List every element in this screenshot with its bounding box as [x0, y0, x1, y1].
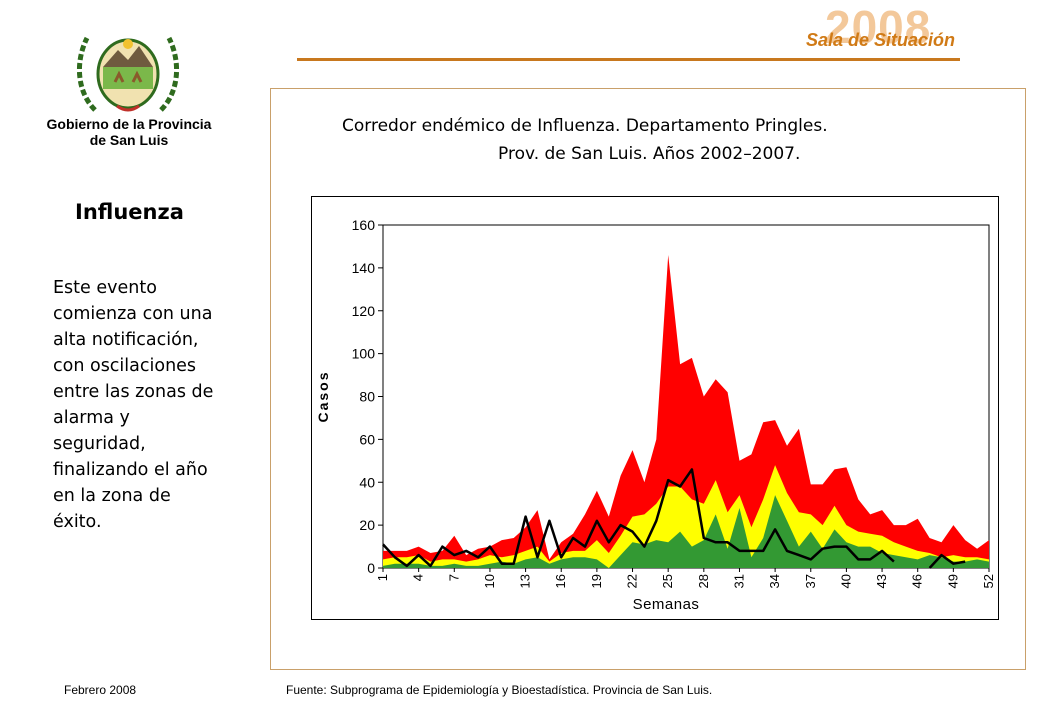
y-tick-label: 100	[352, 346, 376, 362]
y-tick-label: 80	[359, 389, 375, 405]
footer-date: Febrero 2008	[64, 683, 137, 697]
chart-box: 0 20 40 60 80 100 120 140 160 1 4 7 10 13 16 19 22 25 28 31…	[311, 196, 999, 620]
x-tick-label: 40	[838, 574, 853, 588]
x-axis-label: Semanas	[633, 596, 700, 613]
header-title: Sala de Situación	[806, 30, 956, 50]
x-tick-label: 22	[625, 574, 640, 588]
y-tick-label: 160	[352, 217, 376, 233]
x-tick-label: 10	[482, 574, 497, 588]
x-tick-label: 43	[874, 574, 889, 588]
chart-title-line2: Prov. de San Luis. Años 2002–2007.	[498, 144, 801, 164]
x-tick-label: 19	[589, 574, 604, 588]
y-tick-label: 0	[367, 560, 375, 576]
area-exito	[383, 495, 989, 568]
x-tick-label: 1	[375, 574, 390, 581]
government-name-line1: Gobierno de la Provincia	[46, 116, 212, 132]
government-name: Gobierno de la Provincia de San Luis	[20, 116, 238, 148]
line-casos-actuales	[382, 468, 966, 569]
x-tick-label: 52	[981, 574, 996, 588]
endemic-corridor-chart: 0 20 40 60 80 100 120 140 160 1 4 7 10 13 16 19 22 25 28 31…	[315, 217, 996, 613]
x-tick-label: 46	[910, 574, 925, 588]
y-tick-label: 20	[359, 517, 375, 533]
header-year: 2008	[825, 1, 932, 53]
footer-source: Fuente: Subprograma de Epidemiología y B…	[286, 683, 713, 697]
x-tick-label: 4	[411, 574, 426, 581]
description-text: Este evento comienza con una alta notifi…	[53, 278, 214, 532]
header-divider	[297, 58, 960, 61]
y-axis-label: Casos	[315, 370, 331, 422]
y-tick-label: 140	[352, 260, 376, 276]
chart-title-line1: Corredor endémico de Influenza. Departam…	[342, 116, 828, 136]
x-tick-label: 7	[446, 574, 461, 581]
y-tick-label: 120	[352, 303, 376, 319]
x-tick-label: 49	[945, 574, 960, 588]
province-crest-icon	[76, 36, 180, 112]
section-title: Influenza	[75, 200, 184, 224]
chart-frame	[270, 88, 1026, 670]
government-name-line2: de San Luis	[89, 132, 169, 148]
x-tick-label: 34	[767, 574, 782, 588]
x-tick-label: 28	[696, 574, 711, 588]
x-tick-label: 37	[803, 574, 818, 588]
x-tick-label: 16	[553, 574, 568, 588]
y-tick-label: 60	[359, 431, 375, 447]
y-tick-label: 40	[359, 474, 375, 490]
chart-title: Corredor endémico de Influenza. Departam…	[300, 112, 1000, 168]
x-tick-label: 13	[518, 574, 533, 588]
area-alarma	[383, 255, 989, 568]
x-tick-label: 25	[660, 574, 675, 588]
x-tick-label: 31	[732, 574, 747, 588]
